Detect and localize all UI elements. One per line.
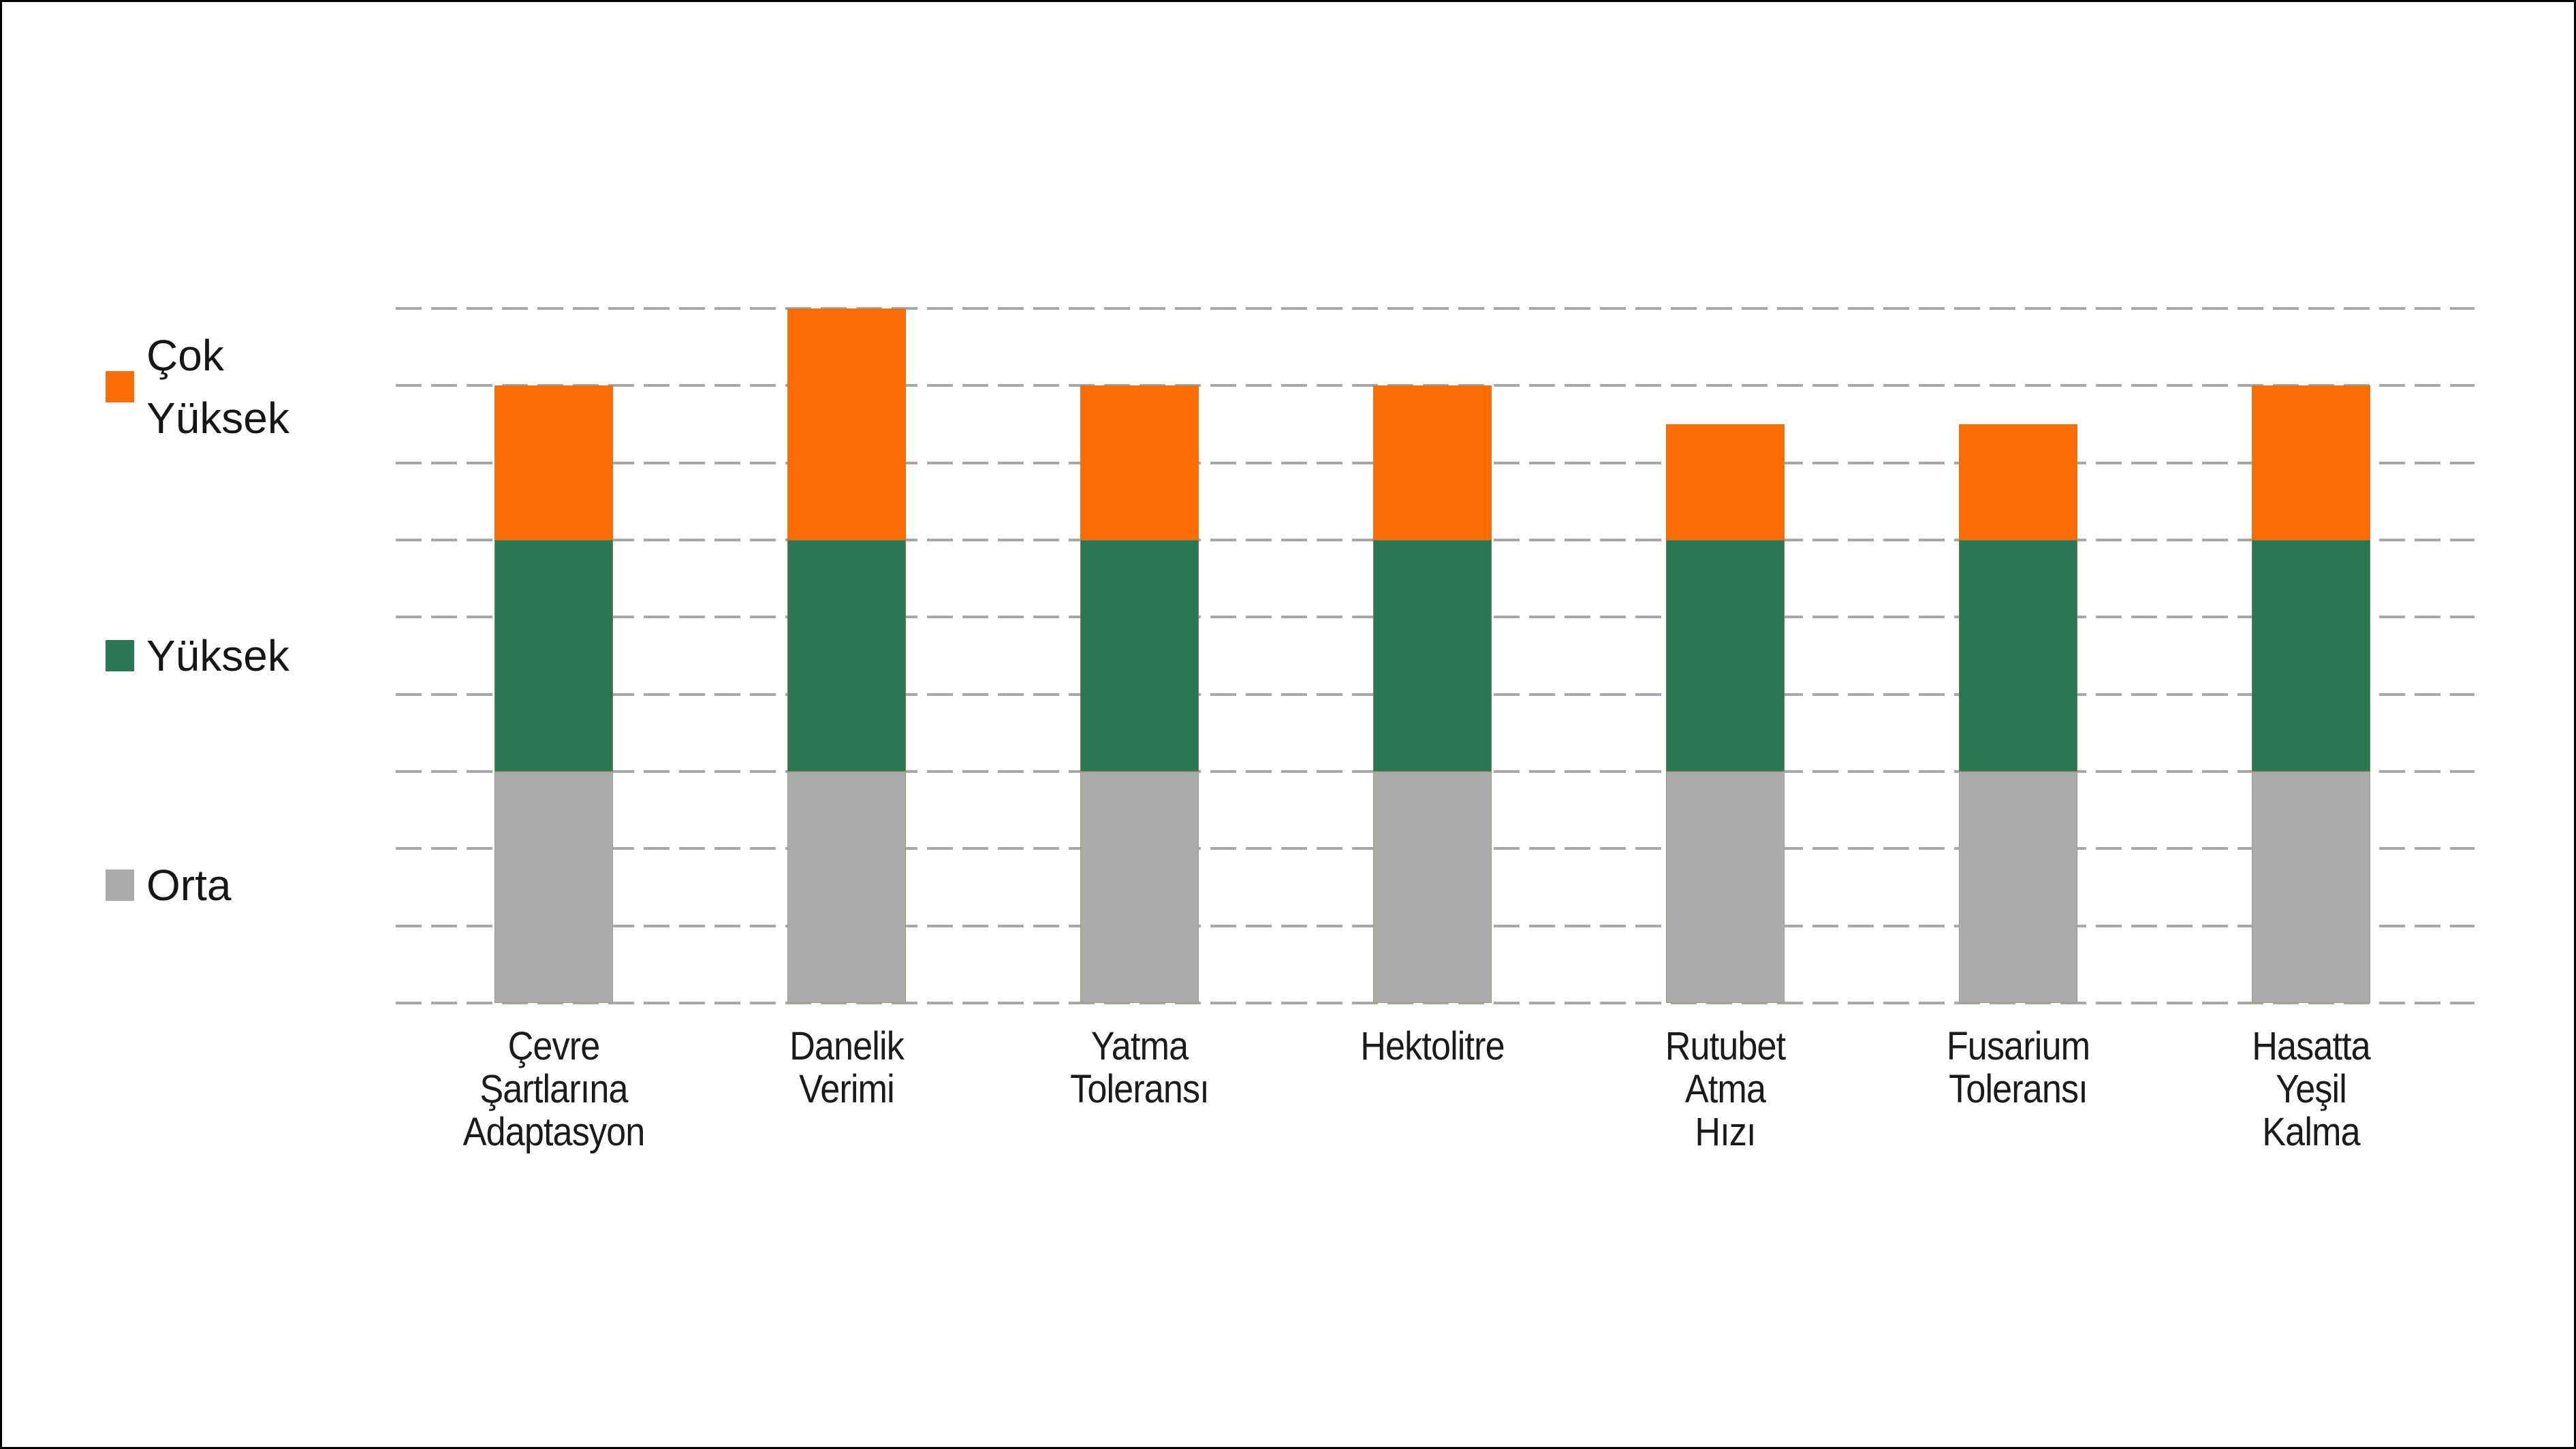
bar-segment-cok-yuksek (1959, 424, 2077, 540)
legend-label-orta: Orta (146, 861, 232, 910)
bar-segment-yuksek (2252, 540, 2370, 771)
x-axis-label: Hasatta Yeşil Kalma (2252, 1024, 2371, 1154)
legend-swatch-cok-yuksek (106, 371, 134, 402)
bar-segment-cok-yuksek (1373, 385, 1492, 541)
bar-segment-cok-yuksek (1080, 385, 1199, 541)
bar-segment-orta (494, 771, 613, 1003)
bar-segment-cok-yuksek (787, 308, 906, 540)
x-axis-label: Çevre Şartlarına Adaptasyon (462, 1024, 646, 1154)
bar-segment-yuksek (787, 540, 906, 771)
bar-segment-orta (2252, 771, 2370, 1003)
legend-swatch-yuksek (106, 640, 134, 671)
x-axis-label: Danelik Verimi (789, 1024, 905, 1111)
bar-segment-yuksek (1080, 540, 1199, 771)
legend-item-orta: Orta (106, 854, 231, 917)
gridline (396, 307, 2475, 310)
legend-label-cok-yuksek: Çok Yüksek (146, 331, 289, 443)
bar-segment-orta (787, 771, 906, 1003)
legend-label-yuksek: Yüksek (146, 631, 289, 680)
bar-segment-orta (1959, 771, 2077, 1003)
x-axis-label: Hektolitre (1360, 1024, 1505, 1068)
x-axis-label: Rutubet Atma Hızı (1665, 1024, 1786, 1154)
bar-segment-cok-yuksek (2252, 385, 2370, 541)
gridline (396, 1002, 2475, 1004)
legend-item-cok-yuksek: Çok Yüksek (106, 324, 289, 449)
x-axis-label: Yatma Toleransı (1070, 1024, 1210, 1111)
bar-segment-cok-yuksek (1666, 424, 1785, 540)
bar-segment-yuksek (1959, 540, 2077, 771)
legend-swatch-orta (106, 870, 134, 901)
bar-segment-yuksek (1373, 540, 1492, 771)
bar-segment-cok-yuksek (494, 385, 613, 541)
bar-segment-yuksek (494, 540, 613, 771)
bar-segment-yuksek (1666, 540, 1785, 771)
x-axis-label: Fusarium Toleransı (1946, 1024, 2090, 1111)
legend-item-yuksek: Yüksek (106, 624, 289, 687)
bar-segment-orta (1373, 771, 1492, 1003)
bar-segment-orta (1666, 771, 1785, 1003)
bar-segment-orta (1080, 771, 1199, 1003)
